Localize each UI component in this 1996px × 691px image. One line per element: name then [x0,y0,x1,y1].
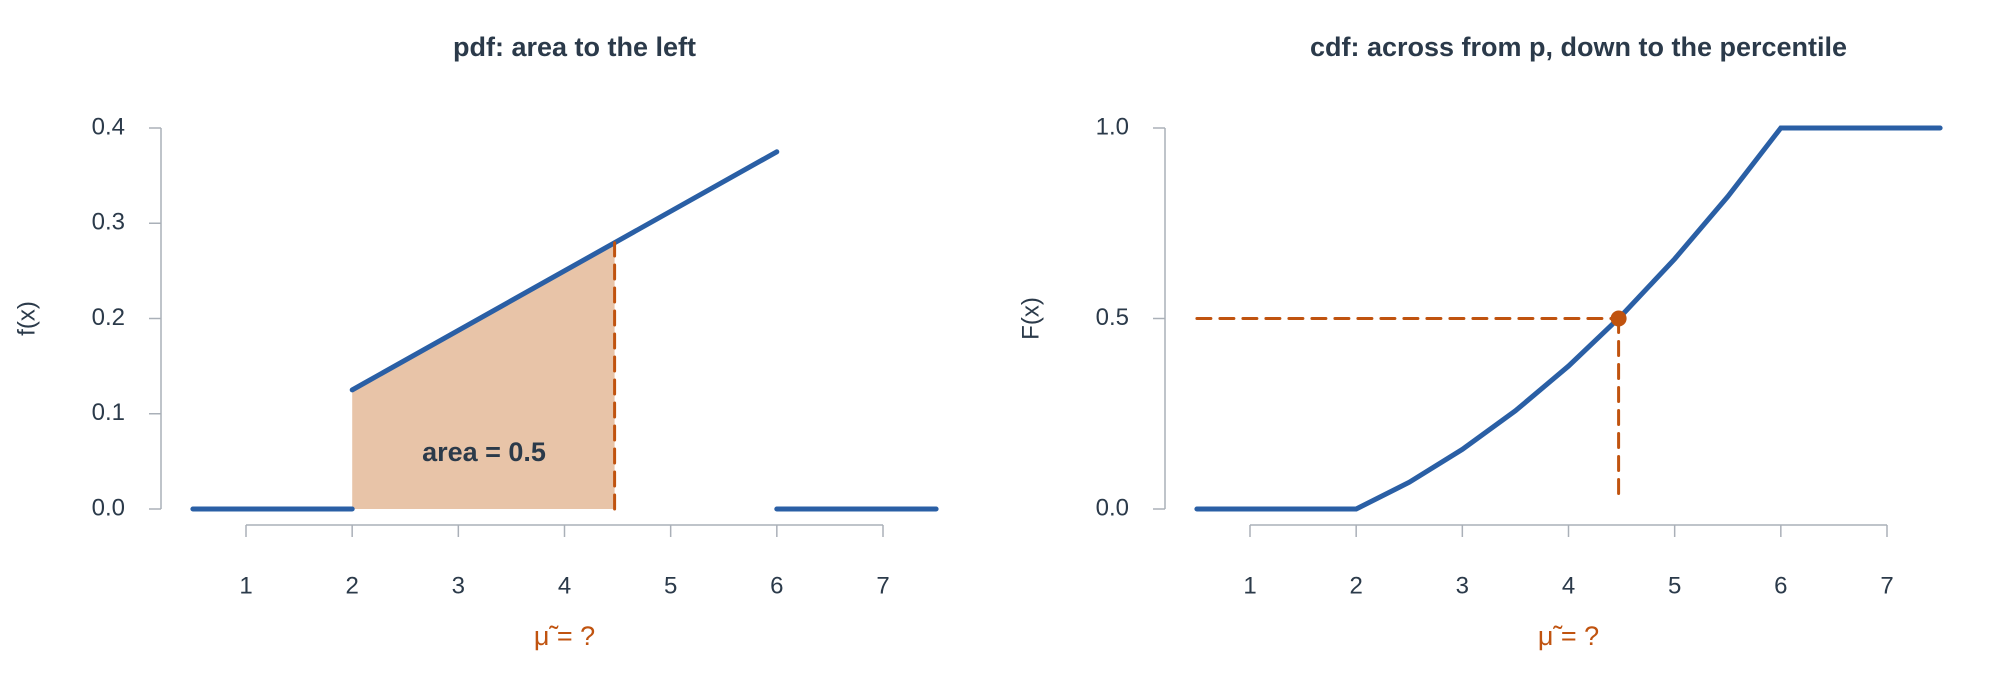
x-tick-label: 7 [876,572,889,599]
x-axis-label: μ̃ = ? [1538,621,1599,651]
y-tick-label: 0.0 [92,494,125,521]
y-tick-label: 0.1 [92,399,125,426]
y-tick-label: 0.3 [92,209,125,236]
x-tick-label: 7 [1880,572,1893,599]
y-axis-label: f(x) [13,301,40,336]
y-axis-label: F(x) [1017,297,1044,340]
x-tick-label: 2 [345,572,358,599]
y-tick-label: 0.0 [1096,494,1129,521]
y-tick-label: 0.5 [1096,304,1129,331]
shaded-area [352,242,615,510]
y-tick-label: 1.0 [1096,113,1129,140]
x-tick-label: 6 [770,572,783,599]
x-tick-label: 5 [664,572,677,599]
x-tick-label: 6 [1774,572,1787,599]
y-tick-label: 0.2 [92,304,125,331]
curve [190,149,939,512]
x-tick-label: 3 [452,572,465,599]
x-axis-label: μ̃ = ? [534,621,595,651]
x-tick-label: 4 [1562,572,1575,599]
y-tick-label: 0.4 [92,113,125,140]
chart-title: pdf: area to the left [453,32,696,62]
x-tick-label: 1 [1243,572,1256,599]
chart-title: cdf: across from p, down to the percenti… [1310,32,1847,62]
x-tick-label: 3 [1456,572,1469,599]
x-tick-label: 5 [1668,572,1681,599]
x-tick-label: 2 [1349,572,1362,599]
x-tick-label: 4 [558,572,571,599]
x-tick-label: 1 [239,572,252,599]
annotation: area = 0.5 [422,437,546,467]
median-point [1610,310,1627,327]
curve [1194,125,1943,512]
